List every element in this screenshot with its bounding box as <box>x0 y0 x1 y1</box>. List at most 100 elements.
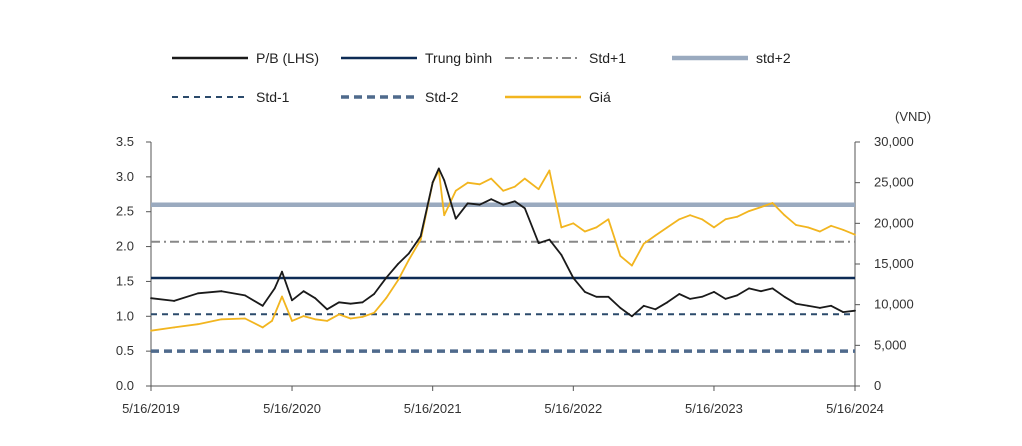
data-point-gi <box>338 313 340 316</box>
data-point-p-b-lhs <box>150 297 152 300</box>
right-tick-label: 15,000 <box>874 256 914 271</box>
data-point-p-b-lhs <box>595 295 598 298</box>
data-point-p-b-lhs <box>173 300 176 302</box>
data-point-p-b-lhs <box>760 290 762 293</box>
data-point-gi <box>666 226 669 229</box>
data-point-gi <box>150 329 152 332</box>
data-point-gi <box>361 315 364 318</box>
data-point-p-b-lhs <box>273 287 276 290</box>
data-point-p-b-lhs <box>397 263 399 265</box>
data-point-gi <box>173 326 176 329</box>
x-tick-label: 5/16/2024 <box>826 401 884 416</box>
data-point-gi <box>572 222 575 225</box>
legend-label: Std+1 <box>589 50 626 66</box>
left-tick-label: 1.0 <box>116 308 134 323</box>
right-tick-label: 0 <box>874 378 881 393</box>
data-point-p-b-lhs <box>349 302 352 305</box>
legend-label: std+2 <box>756 50 791 66</box>
data-point-p-b-lhs <box>572 277 575 279</box>
data-point-p-b-lhs <box>807 304 809 307</box>
data-point-gi <box>537 188 540 191</box>
data-point-p-b-lhs <box>724 297 727 300</box>
data-point-gi <box>842 228 844 231</box>
data-point-gi <box>281 295 283 298</box>
data-point-gi <box>478 183 481 186</box>
data-point-gi <box>523 177 526 180</box>
data-point-p-b-lhs <box>537 242 540 244</box>
data-point-p-b-lhs <box>771 287 774 290</box>
data-point-p-b-lhs <box>466 202 469 205</box>
data-point-gi <box>760 206 762 208</box>
data-point-gi <box>595 226 598 229</box>
data-point-p-b-lhs <box>326 308 328 311</box>
legend-label: Std-1 <box>256 89 290 105</box>
left-tick-label: 2.0 <box>116 239 134 254</box>
data-point-gi <box>689 214 691 217</box>
left-tick-label: 0.0 <box>116 378 134 393</box>
legend-label: Trung bình <box>425 50 492 66</box>
data-point-gi <box>302 315 305 317</box>
x-tick-label: 5/16/2022 <box>544 401 602 416</box>
data-point-gi <box>642 242 645 245</box>
data-point-p-b-lhs <box>736 294 738 297</box>
data-point-gi <box>854 233 856 236</box>
data-point-gi <box>314 318 317 321</box>
data-point-p-b-lhs <box>373 293 376 295</box>
data-point-p-b-lhs <box>713 290 715 293</box>
data-point-gi <box>513 185 516 188</box>
data-point-gi <box>701 218 703 221</box>
data-point-p-b-lhs <box>291 299 293 302</box>
data-point-gi <box>713 226 715 229</box>
data-point-gi <box>490 177 493 180</box>
x-tick-label: 5/16/2020 <box>263 401 321 416</box>
data-point-p-b-lhs <box>220 290 223 293</box>
data-point-gi <box>197 323 199 326</box>
series-line-p-b-lhs <box>150 167 856 318</box>
data-point-gi <box>607 218 610 221</box>
data-point-p-b-lhs <box>678 293 681 295</box>
data-point-p-b-lhs <box>502 203 505 206</box>
data-point-p-b-lhs <box>854 309 856 312</box>
data-point-p-b-lhs <box>443 179 446 182</box>
data-point-gi <box>326 320 328 322</box>
data-point-p-b-lhs <box>281 270 283 273</box>
series-line-gi <box>150 169 856 332</box>
data-point-gi <box>678 218 681 221</box>
data-point-p-b-lhs <box>314 297 317 300</box>
data-point-p-b-lhs <box>666 301 669 304</box>
legend-label: Giá <box>589 89 611 105</box>
data-point-gi <box>736 215 738 218</box>
data-point-p-b-lhs <box>642 304 645 307</box>
data-point-gi <box>349 317 352 320</box>
right-tick-label: 20,000 <box>874 215 914 230</box>
data-point-p-b-lhs <box>513 200 516 203</box>
data-point-p-b-lhs <box>830 304 833 307</box>
data-point-gi <box>819 230 821 233</box>
right-tick-label: 10,000 <box>874 297 914 312</box>
right-tick-label: 5,000 <box>874 337 907 352</box>
data-point-gi <box>548 169 551 172</box>
data-point-p-b-lhs <box>454 217 457 220</box>
data-point-p-b-lhs <box>842 311 844 314</box>
data-point-gi <box>807 226 809 229</box>
data-point-p-b-lhs <box>431 181 434 184</box>
data-point-gi <box>502 189 505 192</box>
data-point-gi <box>407 259 410 261</box>
data-point-gi <box>830 224 833 227</box>
data-point-p-b-lhs <box>654 308 657 311</box>
x-tick-label: 5/16/2019 <box>122 401 180 416</box>
data-point-p-b-lhs <box>795 302 797 305</box>
data-point-p-b-lhs <box>689 297 691 300</box>
data-point-p-b-lhs <box>302 290 305 293</box>
data-point-gi <box>466 181 469 184</box>
data-point-gi <box>783 214 786 217</box>
data-point-p-b-lhs <box>419 235 422 238</box>
data-point-p-b-lhs <box>819 307 821 309</box>
data-point-gi <box>261 326 264 329</box>
data-point-gi <box>748 210 750 213</box>
data-point-gi <box>630 264 633 267</box>
data-point-gi <box>619 254 622 257</box>
left-tick-label: 3.5 <box>116 134 134 149</box>
